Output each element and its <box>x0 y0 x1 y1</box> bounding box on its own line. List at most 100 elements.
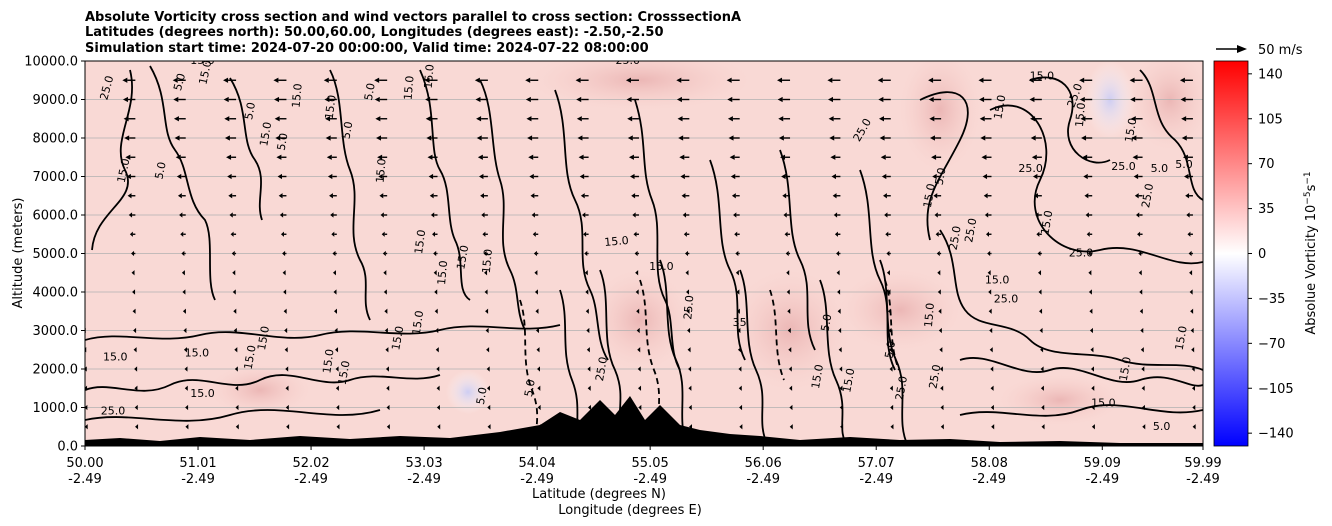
wind-vector-head <box>1135 212 1140 218</box>
wind-vector-head <box>327 173 333 180</box>
wind-vector-head <box>1142 424 1146 430</box>
wind-vector-head <box>223 77 229 83</box>
contour-line <box>709 159 746 361</box>
wind-vector-head <box>736 289 740 295</box>
wind-vector-head <box>1139 308 1143 314</box>
contour-label: 5.0 <box>1175 158 1193 171</box>
wind-vector-head <box>727 96 733 103</box>
wind-vector-head <box>530 193 535 199</box>
x-tick-label-lon: -2.49 <box>407 472 441 487</box>
colorbar-tick-label: −105 <box>1258 382 1294 397</box>
wind-vector-head <box>132 289 136 295</box>
wind-vector-head <box>878 116 884 122</box>
wind-vector-head <box>833 212 838 218</box>
wind-vector-head <box>1085 212 1089 218</box>
wind-vector-head <box>688 404 692 411</box>
wind-vector-head <box>122 77 128 83</box>
wind-vector-head <box>525 96 531 103</box>
vorticity-blob <box>840 270 960 350</box>
wind-vector-head <box>122 96 128 103</box>
wind-vector-head <box>235 385 239 391</box>
wind-vector-head <box>435 327 439 334</box>
wind-vector-head <box>425 96 431 103</box>
wind-vector-head <box>534 289 538 295</box>
wind-vector-head <box>987 270 991 276</box>
wind-vector-head <box>628 154 634 160</box>
wind-vector-head <box>1192 404 1196 411</box>
wind-vector-head <box>475 96 481 103</box>
wind-vector-head <box>279 212 284 218</box>
wind-vectors <box>80 77 1196 430</box>
wind-vector-head <box>883 193 887 199</box>
wind-vector-head <box>828 96 834 103</box>
wind-vector-head <box>386 385 390 391</box>
x-axis-label-latitude: Latitude (degrees N) <box>532 487 666 502</box>
wind-vector-head <box>285 366 289 372</box>
wind-vector-head <box>627 135 633 141</box>
wind-vector-head <box>688 385 692 391</box>
wind-vector-head <box>384 308 388 314</box>
wind-vector-head <box>533 250 537 257</box>
wind-vector-head <box>988 289 992 295</box>
contour-label: 15.0 <box>196 59 214 86</box>
contour-label: 5.0 <box>152 161 168 181</box>
wind-vector-head <box>1082 154 1088 160</box>
contour-label: 15.0 <box>336 360 353 386</box>
wind-vector-head <box>532 231 536 237</box>
wind-vector-head <box>889 385 893 391</box>
colorbar-label: Absolue Vorticity 10−5s−1 <box>1303 171 1319 334</box>
contour-label: 15.0 <box>402 75 417 101</box>
contour-label: 25.0 <box>1139 182 1156 208</box>
wind-vector-head <box>384 327 388 334</box>
wind-vector-head <box>80 232 83 237</box>
vorticity-blob <box>1000 375 1120 425</box>
wind-vector-head <box>537 366 541 372</box>
wind-vector-head <box>386 424 390 430</box>
y-tick-label: 8000.0 <box>33 132 79 147</box>
wind-vector-head <box>232 289 236 295</box>
wind-vector-head <box>1083 173 1088 180</box>
wind-vector-head <box>181 270 185 276</box>
quiver-key-label: 50 m/s <box>1258 43 1303 58</box>
y-tick-label: 5000.0 <box>33 247 79 262</box>
wind-vector-head <box>383 270 387 276</box>
wind-vector-head <box>886 250 890 257</box>
wind-vector-head <box>528 154 534 160</box>
wind-vector-head <box>385 366 389 372</box>
wind-vector-head <box>929 135 935 141</box>
wind-vector-head <box>878 96 884 103</box>
wind-vector-head <box>687 347 691 353</box>
wind-vector-head <box>276 154 282 160</box>
colorbar-label-exp1: −5 <box>1303 191 1313 204</box>
x-tick-label-lat: 57.07 <box>858 456 895 471</box>
wind-vector-head <box>176 173 182 180</box>
wind-vector-head <box>436 404 440 411</box>
wind-vector-head <box>1081 135 1087 141</box>
wind-vector-head <box>123 116 129 122</box>
wind-vector-head <box>1192 424 1196 430</box>
wind-vector-head <box>323 77 329 83</box>
wind-vector-head <box>578 154 584 160</box>
wind-vector-head <box>429 193 434 199</box>
colorbar-gradient <box>1213 60 1249 447</box>
wind-vector-head <box>1087 250 1091 257</box>
wind-vector-head <box>425 116 431 122</box>
wind-vector-head <box>586 327 590 334</box>
wind-vector-head <box>984 212 989 218</box>
contour-label: 25.0 <box>1069 247 1094 260</box>
wind-vector-head <box>1189 270 1193 276</box>
wind-vector-head <box>179 212 183 218</box>
x-tick-label-lon: -2.49 <box>294 472 328 487</box>
contour-label: 15.0 <box>255 325 272 351</box>
y-tick-label: 10000.0 <box>24 55 78 70</box>
wind-vector-head <box>377 154 383 160</box>
wind-vector-head <box>684 250 688 257</box>
colorbar-tick-label: 35 <box>1258 202 1275 217</box>
x-tick-label-lat: 58.08 <box>971 456 1008 471</box>
title-line-2: Latitudes (degrees north): 50.00,60.00, … <box>85 25 664 40</box>
wind-vector-head <box>838 327 842 334</box>
wind-vector-head <box>333 289 337 295</box>
chart-title: Absolute Vorticity cross section and win… <box>85 10 741 56</box>
wind-vector-head <box>1130 96 1136 103</box>
wind-vector-head <box>733 212 737 218</box>
